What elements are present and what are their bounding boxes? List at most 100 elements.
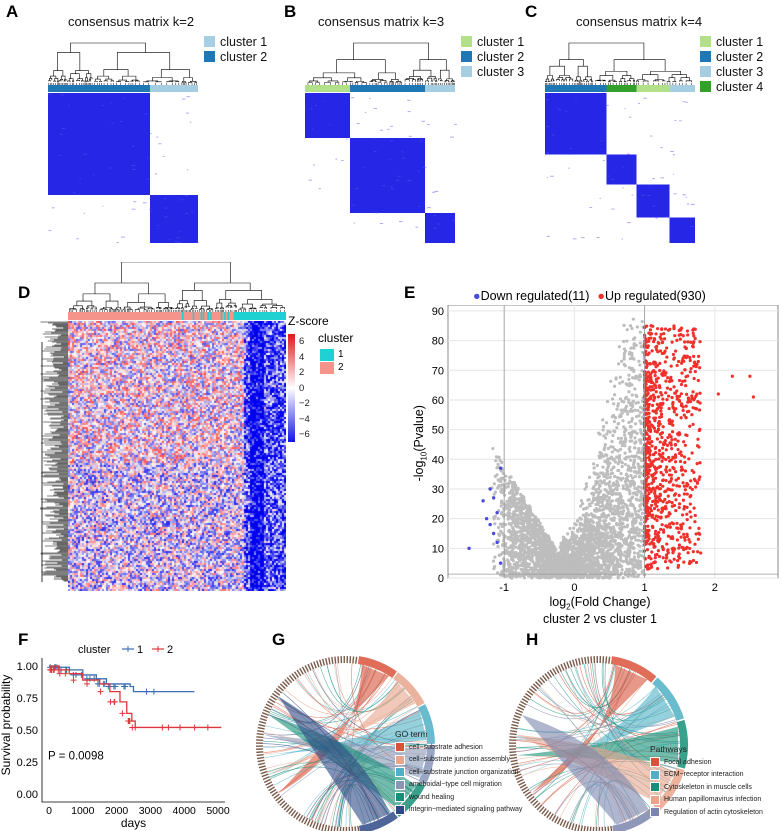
- point-ns: [617, 345, 621, 349]
- dendrogram-branch: [428, 76, 436, 79]
- noise: [369, 97, 371, 99]
- point-up: [675, 338, 679, 342]
- point-ns: [613, 384, 617, 388]
- noise: [335, 158, 338, 160]
- point-ns: [612, 527, 616, 531]
- point-ns: [583, 513, 587, 517]
- noise: [131, 208, 136, 210]
- noise: [59, 155, 62, 157]
- point-ns: [526, 519, 530, 524]
- point-ns: [508, 535, 512, 539]
- dendrogram-branch: [99, 81, 102, 82]
- point-up: [679, 416, 683, 420]
- noise: [121, 236, 125, 238]
- point-ns: [601, 471, 605, 475]
- point-ns: [615, 522, 619, 526]
- dendrogram-branch: [451, 80, 455, 82]
- noise: [452, 219, 456, 221]
- cluster-legend: 1 2: [320, 348, 344, 374]
- cluster-bar: [425, 85, 455, 92]
- point-ns: [631, 465, 636, 469]
- point-ns: [517, 559, 522, 563]
- point-ns: [570, 530, 574, 534]
- point-up: [647, 554, 651, 559]
- zscore-tick: −6: [299, 429, 310, 440]
- point-ns: [615, 448, 620, 453]
- dendrogram-branch: [545, 80, 547, 83]
- point-up: [658, 440, 662, 444]
- point-ns: [525, 565, 529, 569]
- point-ns: [587, 513, 591, 517]
- point-ns: [509, 552, 513, 556]
- point-up: [697, 531, 701, 535]
- point-ns: [629, 514, 633, 518]
- point-ns: [623, 364, 627, 368]
- point-ns: [601, 507, 606, 512]
- noise: [156, 136, 159, 138]
- zscore-tick: 4: [299, 351, 305, 363]
- dendrogram-branch: [590, 80, 593, 83]
- point-ns: [521, 544, 525, 548]
- dendrogram-branch: [207, 308, 213, 310]
- point-ns: [624, 395, 629, 400]
- point-ns: [585, 563, 589, 567]
- point-ns: [629, 469, 633, 473]
- point-ns: [604, 518, 608, 523]
- point-up: [647, 471, 651, 475]
- point-up: [658, 415, 662, 419]
- dendrogram-branch: [57, 52, 81, 71]
- noise: [673, 193, 677, 195]
- point-ns: [592, 537, 596, 541]
- y-tick-label: 0: [438, 573, 444, 585]
- point-ns: [605, 498, 609, 503]
- noise: [441, 212, 443, 214]
- point-ns: [540, 554, 544, 558]
- noise: [655, 217, 658, 219]
- point-ns: [601, 493, 606, 497]
- point-ns: [583, 487, 587, 491]
- dendrogram-branch: [637, 79, 646, 81]
- dendrogram-branch: [82, 293, 111, 302]
- dendrogram-branch: [139, 306, 152, 309]
- point-ns: [598, 518, 602, 523]
- noise: [627, 153, 630, 155]
- point-up: [672, 385, 676, 389]
- point-up: [693, 520, 697, 524]
- point-up: [676, 476, 681, 480]
- point-ns: [623, 550, 627, 554]
- noise: [310, 108, 313, 110]
- point-up: [690, 487, 694, 492]
- dendrogram-branch: [607, 81, 611, 83]
- noise: [102, 205, 104, 207]
- dendrogram-branch: [622, 75, 632, 79]
- point-ns: [634, 415, 639, 419]
- point-ns: [580, 522, 584, 526]
- cluster-bar: [636, 85, 670, 92]
- dendrogram-branch: [49, 77, 53, 81]
- cluster-legend-title: cluster: [318, 331, 354, 345]
- point-up: [674, 508, 678, 513]
- panel-label-b: B: [284, 2, 297, 21]
- point-up: [660, 523, 664, 527]
- noise: [373, 137, 376, 139]
- point-ns: [545, 563, 549, 568]
- point-ns: [510, 488, 514, 493]
- point-ns: [624, 542, 628, 546]
- dendrogram-branch: [356, 81, 364, 83]
- point-up: [686, 400, 690, 404]
- point-ns: [639, 490, 643, 494]
- dendrogram-branch: [253, 308, 257, 310]
- point-ns: [582, 529, 586, 534]
- point-ns: [622, 339, 626, 344]
- noise: [346, 138, 348, 140]
- point-ns: [605, 469, 610, 474]
- dendrogram-branch: [545, 78, 550, 82]
- noise: [350, 97, 355, 99]
- y-tick-label: 10: [432, 543, 444, 555]
- point-ns: [511, 516, 515, 520]
- point-up: [688, 502, 692, 506]
- dendrogram-branch: [116, 306, 121, 310]
- point-ns: [633, 507, 637, 511]
- point-ns: [630, 561, 634, 565]
- noise: [624, 108, 626, 110]
